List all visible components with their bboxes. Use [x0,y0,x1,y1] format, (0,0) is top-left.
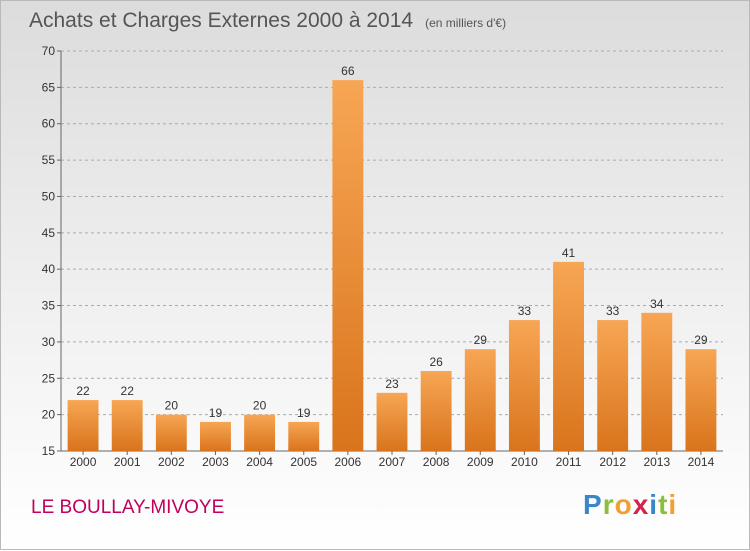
bar [464,349,496,451]
x-tick-label: 2007 [379,455,406,469]
y-tick-label: 25 [42,371,56,385]
x-tick-label: 2013 [643,455,670,469]
x-tick-label: 2006 [335,455,362,469]
bar-value-label: 29 [474,333,488,347]
y-tick-label: 35 [42,299,56,313]
x-tick-label: 2010 [511,455,538,469]
bar [641,312,673,451]
bar-value-label: 33 [518,304,532,318]
bar [597,320,629,451]
y-tick-label: 15 [42,444,56,458]
y-tick-label: 55 [42,153,56,167]
bar-value-label: 41 [562,246,576,260]
x-tick-label: 2002 [158,455,185,469]
bar [288,421,320,451]
bar [508,320,540,451]
bar-value-label: 19 [297,406,311,420]
bar [155,414,187,451]
chart-title: Achats et Charges Externes 2000 à 2014 (e… [29,9,506,33]
x-tick-label: 2004 [246,455,273,469]
x-tick-label: 2003 [202,455,229,469]
x-tick-label: 2008 [423,455,450,469]
y-tick-label: 30 [42,335,56,349]
bar-value-label: 22 [121,384,135,398]
y-tick-label: 45 [42,226,56,240]
x-tick-label: 2012 [599,455,626,469]
chart-title-text: Achats et Charges Externes 2000 à 2014 [29,9,414,32]
bar [200,421,231,451]
bar-value-label: 34 [650,297,664,311]
bar-value-label: 26 [429,355,443,369]
bar-value-label: 33 [606,304,620,318]
bar-value-label: 22 [76,384,90,398]
bar [553,261,584,451]
bar-value-label: 29 [694,333,708,347]
bar [332,80,364,451]
x-tick-label: 2009 [467,455,494,469]
x-tick-label: 2000 [70,455,97,469]
bar [67,400,99,451]
bar [420,371,452,451]
y-tick-label: 20 [42,408,56,422]
bar-value-label: 23 [385,377,399,391]
bar-value-label: 20 [165,399,179,413]
proxiti-logo: Proxiti [583,489,678,520]
y-tick-label: 60 [42,117,56,131]
x-tick-label: 2001 [114,455,141,469]
chart-subtitle: (en milliers d'€) [425,16,507,30]
bar [111,400,143,451]
y-tick-label: 70 [42,44,56,58]
place-name: LE BOULLAY-MIVOYE [31,497,225,518]
y-tick-label: 50 [42,189,56,203]
x-tick-label: 2005 [290,455,317,469]
y-tick-label: 40 [42,262,56,276]
bar-value-label: 19 [209,406,223,420]
x-tick-label: 2011 [556,455,582,469]
bar-value-label: 20 [253,399,267,413]
bar-value-label: 66 [341,64,355,78]
y-tick-label: 65 [42,80,56,94]
bar [244,414,276,451]
bar [376,392,408,451]
bar [685,349,717,451]
x-tick-label: 2014 [688,455,715,469]
